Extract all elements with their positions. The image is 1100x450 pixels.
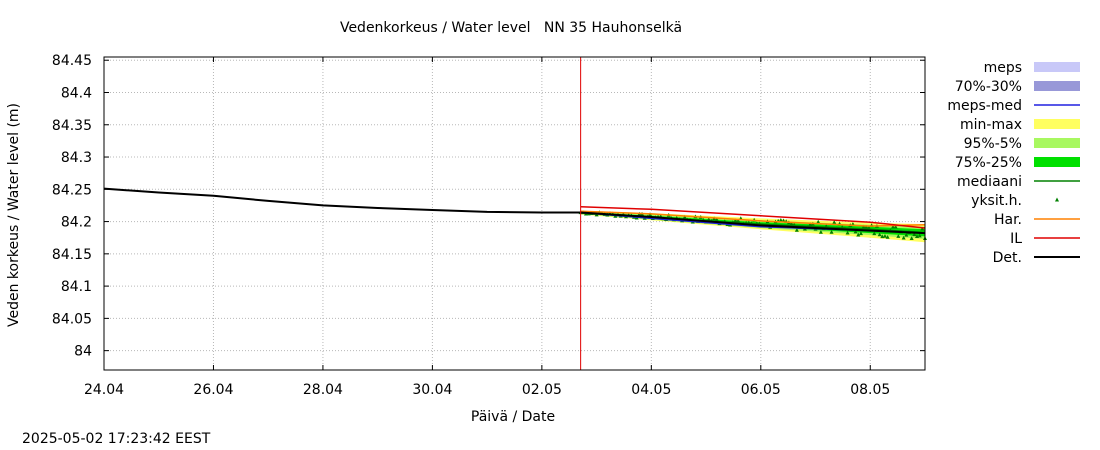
member-point — [778, 217, 783, 222]
member-point — [682, 214, 687, 219]
x-tick-label: 24.04 — [84, 382, 124, 398]
series-Det. — [103, 187, 926, 235]
member-point — [858, 231, 863, 236]
member-point — [890, 224, 895, 229]
member-point — [896, 234, 901, 238]
legend-label: meps-med — [947, 98, 1022, 114]
member-point — [736, 218, 741, 223]
chart-title: Vedenkorkeus / Water level NN 35 Hauhons… — [340, 20, 682, 36]
y-tick-label: 84.1 — [61, 279, 92, 295]
plot-frame — [103, 56, 926, 371]
member-point — [909, 236, 914, 240]
legend-swatch — [1034, 62, 1080, 72]
series-IL — [580, 205, 926, 229]
plot-area — [103, 57, 927, 370]
member-point — [864, 225, 869, 229]
y-tick-label: 84.4 — [61, 85, 92, 101]
y-tick-label: 84.45 — [52, 53, 92, 69]
x-tick-label: 04.05 — [631, 382, 671, 398]
legend-label: Har. — [994, 212, 1022, 228]
legend-swatch — [1034, 138, 1080, 148]
y-tick-label: 84.35 — [52, 118, 92, 134]
member-point — [872, 231, 877, 236]
member-point — [901, 235, 906, 240]
x-tick-label: 02.05 — [522, 382, 562, 398]
member-point — [877, 232, 882, 237]
member-point — [845, 230, 850, 235]
y-tick-label: 84.3 — [61, 150, 92, 166]
member-point — [885, 234, 890, 239]
legend-label: meps — [984, 60, 1022, 76]
x-tick-label: 28.04 — [303, 382, 343, 398]
member-point — [789, 221, 794, 226]
legend: meps 70%-30% meps-med min-max 95%-5% 75%-25% m… — [947, 60, 1080, 266]
legend-label: 70%-30% — [955, 79, 1022, 95]
series-Har. — [580, 210, 926, 227]
member-point — [920, 226, 925, 231]
member-point — [816, 219, 821, 224]
x-tick-label: 30.04 — [412, 382, 452, 398]
y-tick-label: 84.25 — [52, 182, 92, 198]
x-tick-label: 06.05 — [741, 382, 781, 398]
member-point — [714, 217, 719, 222]
x-axis-label: Päivä / Date — [471, 409, 555, 425]
member-point — [882, 233, 887, 238]
y-axis-label: Veden korkeus / Water level (m) — [6, 103, 22, 327]
member-point — [912, 232, 917, 237]
member-point — [917, 233, 922, 238]
legend-swatch — [1034, 157, 1080, 167]
y-tick-label: 84.2 — [61, 215, 92, 231]
member-point — [853, 229, 858, 234]
x-tick-label: 26.04 — [193, 382, 233, 398]
member-point — [893, 224, 898, 229]
y-tick-label: 84 — [74, 344, 92, 360]
member-point — [832, 220, 837, 224]
timestamp: 2025-05-02 17:23:42 EEST — [22, 431, 211, 447]
legend-swatch — [1034, 119, 1080, 129]
y-tick-label: 84.15 — [52, 247, 92, 263]
legend-label: 75%-25% — [955, 155, 1022, 171]
legend-swatch — [1055, 197, 1059, 202]
member-point — [818, 230, 823, 234]
legend-label: Det. — [993, 250, 1022, 266]
member-point — [794, 227, 799, 232]
x-tick-label: 08.05 — [850, 382, 890, 398]
member-point — [706, 217, 711, 222]
member-point — [856, 232, 861, 237]
legend-swatch — [1034, 81, 1080, 91]
y-tick-label: 84.05 — [52, 311, 92, 327]
legend-label: IL — [1010, 231, 1022, 247]
axes: 84.45 84.4 84.35 84.3 84.25 84.2 84.15 84.1 84.0… — [52, 53, 926, 398]
legend-label: mediaani — [957, 174, 1022, 190]
legend-label: min-max — [960, 117, 1022, 133]
legend-label: yksit.h. — [971, 193, 1022, 209]
member-point — [829, 229, 834, 234]
member-point — [733, 218, 738, 223]
member-point — [861, 224, 866, 229]
legend-label: 95%-5% — [964, 136, 1022, 152]
member-point — [904, 232, 909, 237]
